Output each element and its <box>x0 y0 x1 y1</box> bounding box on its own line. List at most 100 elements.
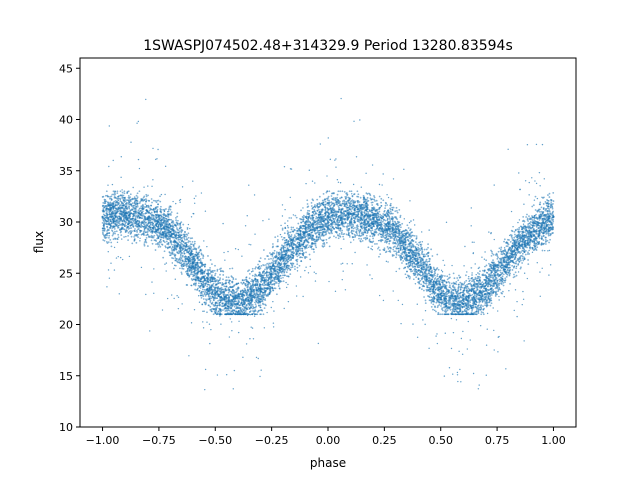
data-point <box>399 214 402 217</box>
data-point <box>131 242 134 245</box>
data-point <box>316 205 318 207</box>
data-point <box>415 276 418 279</box>
data-point <box>197 268 200 271</box>
data-point <box>441 313 444 316</box>
data-point <box>261 284 264 286</box>
data-point <box>446 309 449 312</box>
data-point <box>525 216 528 218</box>
data-point <box>227 291 230 294</box>
data-point <box>131 230 133 233</box>
data-point <box>272 243 274 245</box>
data-point <box>520 266 522 269</box>
data-point <box>447 295 450 297</box>
data-point <box>182 260 184 263</box>
data-point <box>367 199 370 202</box>
data-point <box>255 266 257 269</box>
data-point <box>200 296 203 299</box>
data-point <box>457 279 460 282</box>
data-point <box>108 234 111 237</box>
data-point <box>513 231 516 233</box>
data-point <box>519 230 521 233</box>
data-point <box>531 246 534 249</box>
data-point <box>251 270 254 272</box>
data-point <box>477 277 480 280</box>
data-point <box>267 264 270 266</box>
data-point <box>197 284 200 287</box>
data-point <box>318 195 321 198</box>
data-point <box>420 283 422 286</box>
data-point <box>162 208 165 211</box>
data-point <box>225 298 228 301</box>
data-point <box>352 206 355 209</box>
data-point <box>103 239 106 242</box>
data-point <box>214 264 216 267</box>
data-point <box>362 233 365 236</box>
data-point <box>308 253 311 256</box>
data-point <box>432 308 434 311</box>
data-point <box>395 256 397 259</box>
data-point <box>485 271 488 274</box>
data-point <box>407 227 410 229</box>
data-point <box>155 201 158 204</box>
data-point <box>195 269 197 272</box>
data-point <box>490 294 493 296</box>
data-point <box>379 206 382 209</box>
data-point <box>380 235 383 238</box>
data-point <box>552 228 554 231</box>
data-point <box>133 200 136 203</box>
data-point <box>280 262 283 265</box>
data-point <box>258 295 261 298</box>
data-point <box>381 223 383 226</box>
data-point <box>219 282 222 284</box>
data-point <box>389 210 392 213</box>
data-point <box>506 238 509 241</box>
data-point <box>135 241 138 244</box>
data-point <box>351 229 353 232</box>
data-point <box>523 248 525 251</box>
data-point <box>147 194 149 197</box>
data-point <box>406 245 409 248</box>
data-point <box>120 234 123 237</box>
data-point <box>550 202 553 204</box>
data-point <box>206 285 209 288</box>
data-point <box>429 263 432 266</box>
data-point <box>142 213 144 215</box>
data-point <box>426 286 429 288</box>
data-point <box>307 228 309 230</box>
data-point <box>328 190 331 193</box>
data-point <box>456 277 459 279</box>
data-point <box>315 246 318 249</box>
data-point <box>137 236 139 239</box>
data-point <box>336 234 339 236</box>
data-point <box>379 226 381 229</box>
data-point <box>156 208 159 211</box>
data-point <box>501 290 504 293</box>
data-point <box>490 302 493 305</box>
data-point <box>128 227 131 230</box>
data-point <box>514 271 517 274</box>
data-point <box>485 259 488 262</box>
data-point <box>150 211 153 214</box>
data-point <box>535 213 537 216</box>
data-point <box>242 281 245 284</box>
data-point <box>364 238 367 241</box>
data-point <box>112 190 115 193</box>
data-point <box>273 249 276 252</box>
data-point <box>321 199 324 202</box>
data-point <box>383 224 386 227</box>
data-point <box>351 207 353 210</box>
data-point <box>339 190 342 193</box>
data-point <box>440 305 442 307</box>
data-point <box>224 310 227 312</box>
data-point <box>213 310 216 313</box>
data-point <box>497 250 500 253</box>
data-point <box>256 311 259 313</box>
data-point <box>437 268 440 271</box>
data-point <box>551 207 554 210</box>
data-point <box>192 245 195 248</box>
data-point <box>348 236 351 238</box>
data-point <box>505 275 508 278</box>
data-point <box>480 311 483 313</box>
data-point <box>165 240 168 243</box>
